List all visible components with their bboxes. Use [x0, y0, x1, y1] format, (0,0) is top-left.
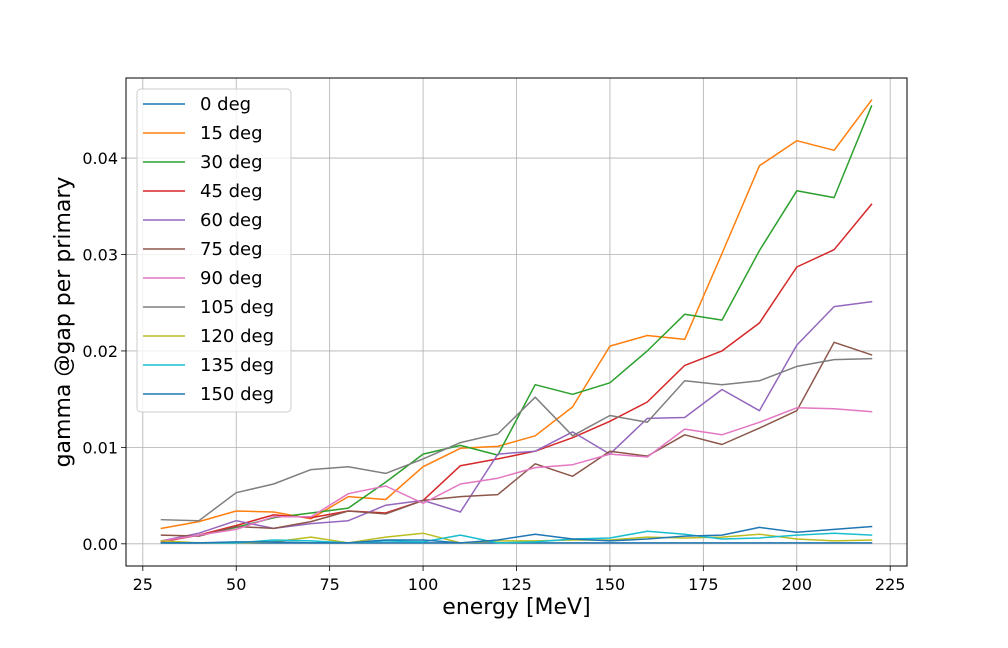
legend-label-60-deg: 60 deg — [200, 210, 263, 231]
y-tick-label: 0.00 — [82, 535, 118, 554]
series-line-105-deg — [160, 357, 873, 522]
y-tick-label: 0.01 — [82, 438, 118, 457]
x-tick-label: 75 — [319, 575, 339, 594]
y-axis-label: gamma @gap per primary — [51, 177, 76, 468]
y-axis-ticks: 0.00 0.01 0.02 0.03 0.04 — [82, 149, 126, 554]
legend-label-90-deg: 90 deg — [200, 268, 263, 289]
x-tick-label: 125 — [501, 575, 532, 594]
series-lines — [160, 99, 873, 544]
x-tick-label: 200 — [781, 575, 812, 594]
legend-label-45-deg: 45 deg — [200, 181, 263, 202]
y-tick-label: 0.03 — [82, 245, 118, 264]
y-tick-label: 0.02 — [82, 342, 118, 361]
x-tick-label: 100 — [408, 575, 439, 594]
legend-label-150-deg: 150 deg — [200, 384, 274, 405]
series-line-90-deg — [160, 407, 873, 542]
x-axis-label: energy [MeV] — [442, 595, 590, 620]
series-line-45-deg — [160, 203, 873, 543]
x-axis-ticks: 25 50 75 100 125 150 175 200 225 — [133, 566, 906, 594]
series-line-120-deg — [160, 532, 873, 544]
legend-box — [136, 88, 292, 413]
series-line-135-deg — [160, 530, 873, 544]
x-tick-label: 225 — [875, 575, 906, 594]
y-tick-label: 0.04 — [82, 149, 118, 168]
legend-label-0-deg: 0 deg — [200, 94, 251, 115]
legend-label-105-deg: 105 deg — [200, 297, 274, 318]
legend-label-15-deg: 15 deg — [200, 123, 263, 144]
x-tick-label: 150 — [595, 575, 626, 594]
legend: 0 deg 15 deg 30 deg 45 deg 60 deg 75 deg 90 de… — [136, 88, 292, 413]
legend-label-75-deg: 75 deg — [200, 239, 263, 260]
legend-label-135-deg: 135 deg — [200, 355, 274, 376]
series-line-150-deg — [160, 525, 873, 544]
series-line-15-deg — [160, 99, 873, 530]
series-line-75-deg — [160, 341, 873, 537]
x-tick-label: 50 — [226, 575, 246, 594]
grid-lines — [126, 78, 907, 566]
x-tick-label: 25 — [133, 575, 153, 594]
x-tick-label: 175 — [688, 575, 719, 594]
legend-label-30-deg: 30 deg — [200, 152, 263, 173]
legend-label-120-deg: 120 deg — [200, 326, 274, 347]
